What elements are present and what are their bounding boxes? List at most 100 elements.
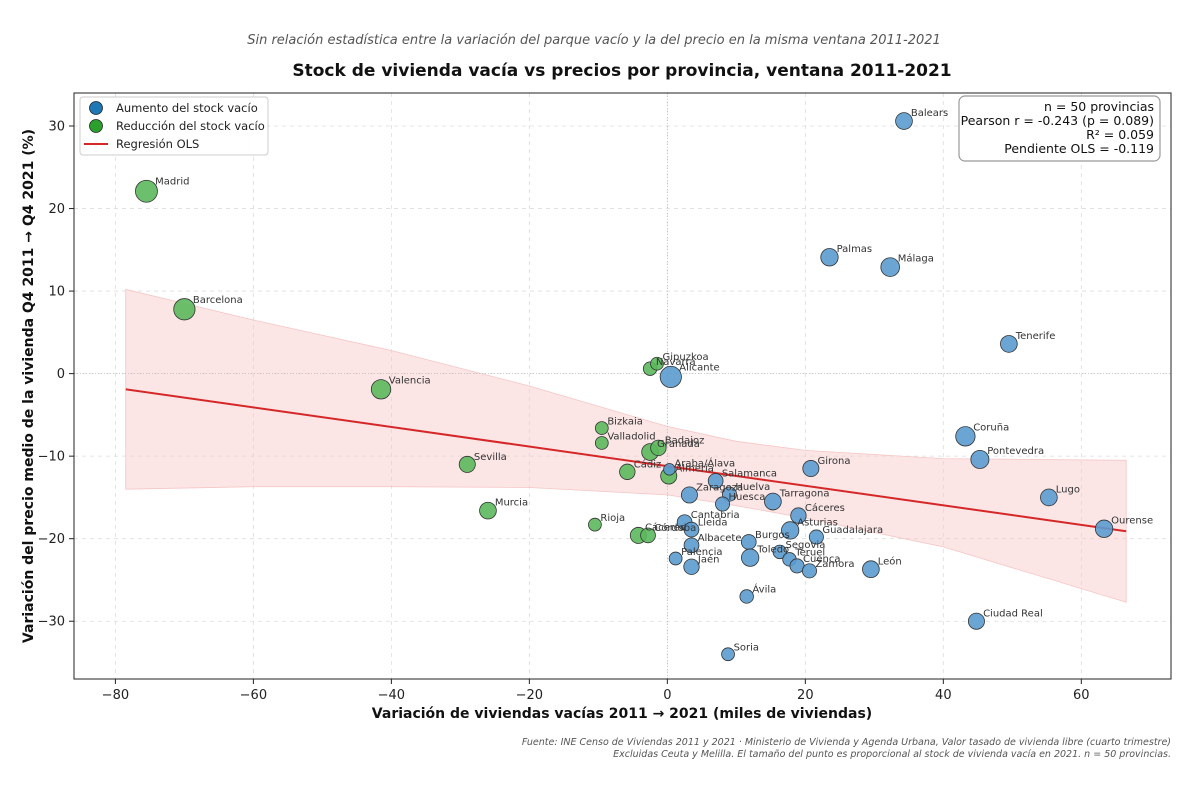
point-label-alicante-17: Alicante [679,362,719,373]
point-label-huesca-26: Huesca [729,492,766,503]
chart-subtitle: Sin relación estadística entre la variac… [247,33,941,48]
point-label-tenerife-44: Tenerife [1015,331,1056,342]
point-label-granada-13: Granada [657,439,700,450]
point-label-huelva-25: Huelva [735,482,770,493]
point-label-bizkaia-5: Bizkaia [607,417,643,428]
point-label-cuenca-32: Cuenca [803,554,840,565]
point-label-tarragona-27: Tarragona [779,489,830,500]
point-label-palmas-41: Palmas [837,244,873,255]
point-label-albacete-21: Albacete [698,533,742,544]
point-jaen-23 [683,558,700,575]
point-label-segovia-30: Segovia [786,540,826,551]
point-label-burgos-28: Burgos [755,530,790,541]
point-label-soria-39: Soria [734,643,759,654]
source-line-2: Excluidas Ceuta y Melilla. El tamaño del… [613,749,1171,760]
point-label-gipuzkoa-12: Gipuzkoa [663,352,709,363]
x-tick-label-5: 20 [797,688,814,703]
point-label-caceres-34: Cáceres [805,502,845,514]
plot-frame [73,92,1172,680]
point-palencia-22 [668,551,683,566]
point-guadalajara-36 [808,529,824,545]
point-label-avila-38: Ávila [752,583,776,596]
point-label-zaragoza-18: Zaragoza [696,482,743,493]
point-label-lleida-20: Lleida [698,517,728,528]
x-tick-label-1: −60 [240,688,267,703]
point-cordoba-10 [640,527,656,544]
point-zamora-33 [801,563,817,579]
point-segovia-30 [772,544,787,560]
point-label-valencia-2: Valencia [389,376,431,387]
point-alicante-17 [659,365,682,388]
point-caceres-34 [790,507,807,524]
confidence-band-area [125,288,1127,603]
y-tick-label-5: 20 [48,202,65,217]
y-axis-label: Variación del precio medio de la viviend… [21,129,37,643]
legend-marker-decrease [89,119,103,133]
point-tarragona-27 [764,492,782,511]
x-tick-label-7: 60 [1073,688,1090,703]
data-points [135,112,1114,662]
point-salamanca-24 [707,473,724,489]
point-label-palencia-22: Palencia [681,547,722,558]
point-asturias-35 [781,521,800,540]
point-label-madrid-0: Madrid [155,177,189,188]
point-sevilla-3 [458,455,476,473]
point-label-teruel-31: Teruel [794,548,825,559]
point-huesca-26 [715,496,731,512]
y-axis-ticks: −30 −20 −10 0 10 20 30 [38,120,74,630]
point-label-ciudad-real-49: Ciudad Real [983,609,1043,620]
x-tick-label-2: −40 [378,688,405,703]
point-label-navarra-11: Navarra [656,357,696,368]
legend-marker-increase [89,101,103,115]
stats-box-frame [958,95,1161,162]
point-pontevedra-46 [970,450,990,469]
stats-line-n: n = 50 provincias [1044,99,1154,114]
point-valencia-2 [370,379,392,400]
legend-label-decrease: Reducción del stock vacío [116,119,265,133]
stats-line-pearson: Pearson r = -0.243 (p = 0.089) [961,113,1154,128]
point-label-valladolid-6: Valladolid [607,431,655,442]
point-coruna-45 [955,426,976,447]
point-bizkaia-5 [594,421,609,435]
y-tick-label-4: 10 [48,285,65,300]
point-leon-40 [862,560,880,579]
point-label-rioja-7: Rioja [600,513,625,524]
point-badajoz-14 [650,439,667,457]
point-barcelona-1 [173,298,196,321]
point-gipuzkoa-12 [650,356,664,371]
point-label-leon-40: León [878,555,902,567]
stats-line-slope: Pendiente OLS = -0.119 [1004,141,1154,156]
point-label-balears-43: Balears [911,108,948,119]
point-label-ourense-48: Ourense [1111,516,1153,527]
point-ourense-48 [1094,519,1114,538]
point-label-murcia-4: Murcia [495,498,528,509]
y-tick-label-6: 30 [48,120,65,135]
point-cadiz-8 [619,463,636,480]
point-palmas-41 [820,248,839,267]
point-girona-37 [802,460,820,478]
point-valladolid-6 [594,436,609,450]
x-axis-ticks: −80 −60 −40 −20 0 20 40 60 [102,679,1090,703]
point-label-salamanca-24: Salamanca [722,469,777,480]
point-araba-alava-16 [663,463,676,476]
point-labels: Madrid Barcelona Valencia Sevilla Murcia Bizk… [155,108,1153,654]
regression-line-path [125,388,1127,533]
stats-box: n = 50 provincias Pearson r = -0.243 (p … [958,95,1161,162]
y-tick-label-1: −20 [38,532,65,547]
point-label-cordoba-10: Córdoba [654,522,696,534]
point-toledo-29 [741,548,760,567]
legend-label-regression: Regresión OLS [116,137,199,151]
confidence-band [125,288,1127,603]
point-albacete-21 [683,537,700,554]
point-label-badajoz-14: Badajoz [665,435,705,446]
point-soria-39 [721,647,735,662]
point-malaga-42 [880,257,900,277]
point-label-sevilla-3: Sevilla [474,452,507,463]
point-label-barcelona-1: Barcelona [193,295,243,306]
y-tick-label-0: −30 [38,615,65,630]
point-zaragoza-18 [680,486,698,504]
point-label-araba-alava-16: Araba/Álava [674,456,735,469]
point-label-jaen-23: Jaén [697,553,720,565]
point-label-pontevedra-46: Pontevedra [987,446,1044,457]
point-label-zamora-33: Zamora [815,559,854,570]
